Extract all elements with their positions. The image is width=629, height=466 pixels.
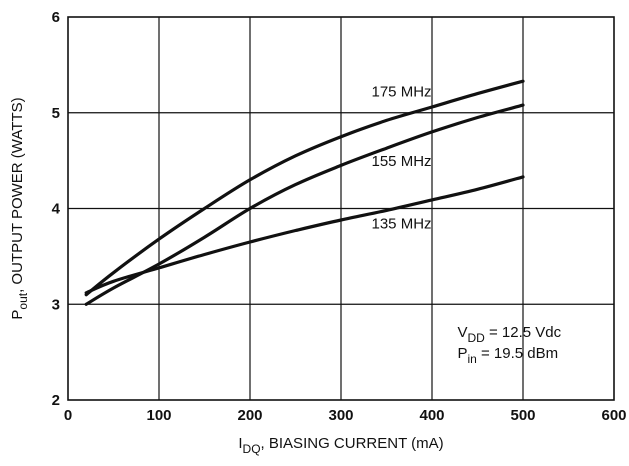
y-tick-label: 6 <box>52 9 60 26</box>
annotation-pin-main: P <box>457 345 467 362</box>
x-tick-label: 600 <box>601 407 626 424</box>
y-axis-label-sub: out <box>16 292 30 309</box>
series-line <box>84 175 525 295</box>
y-tick-label: 4 <box>52 201 61 218</box>
x-tick-label: 400 <box>419 407 444 424</box>
x-tick-label: 200 <box>237 407 262 424</box>
annotation-vdd-rest: = 12.5 Vdc <box>485 324 562 341</box>
annotation-vdd-sub: DD <box>467 331 485 345</box>
x-axis-label: IDQ, BIASING CURRENT (mA) <box>238 435 443 456</box>
series-labels: 175 MHz 155 MHz 135 MHz <box>372 83 432 232</box>
y-axis-label-rest: , OUTPUT POWER (WATTS) <box>9 97 26 293</box>
x-axis-label-rest: , BIASING CURRENT (mA) <box>261 435 444 452</box>
y-tick-label: 3 <box>52 296 60 313</box>
annotation-vdd-main: V <box>457 324 467 341</box>
x-tick-label: 100 <box>146 407 171 424</box>
x-axis-label-main: I <box>238 435 242 452</box>
y-axis-label: Pout, OUTPUT POWER (WATTS) <box>9 97 30 319</box>
annotation-pin: Pin = 19.5 dBm <box>457 345 558 366</box>
y-tick-label: 5 <box>52 105 60 122</box>
series-label: 155 MHz <box>372 153 432 170</box>
series-line <box>84 103 525 306</box>
y-tick-label: 2 <box>52 392 60 409</box>
series-lines <box>84 79 525 306</box>
x-tick-label: 500 <box>510 407 535 424</box>
series-line <box>84 79 525 297</box>
x-axis-label-sub: DQ <box>243 442 261 456</box>
annotation-pin-rest: = 19.5 dBm <box>477 345 558 362</box>
plot-frame <box>67 16 615 401</box>
y-tick-labels: 2 3 4 5 6 <box>52 9 61 409</box>
x-tick-labels: 0 100 200 300 400 500 600 <box>64 407 627 424</box>
series-label: 175 MHz <box>372 83 432 100</box>
x-tick-label: 0 <box>64 407 72 424</box>
x-tick-label: 300 <box>328 407 353 424</box>
series-label: 135 MHz <box>372 215 432 232</box>
annotation-pin-sub: in <box>467 352 476 366</box>
annotation-vdd: VDD = 12.5 Vdc <box>457 324 561 345</box>
y-axis-label-main: P <box>9 310 26 320</box>
grid-lines <box>68 17 614 400</box>
